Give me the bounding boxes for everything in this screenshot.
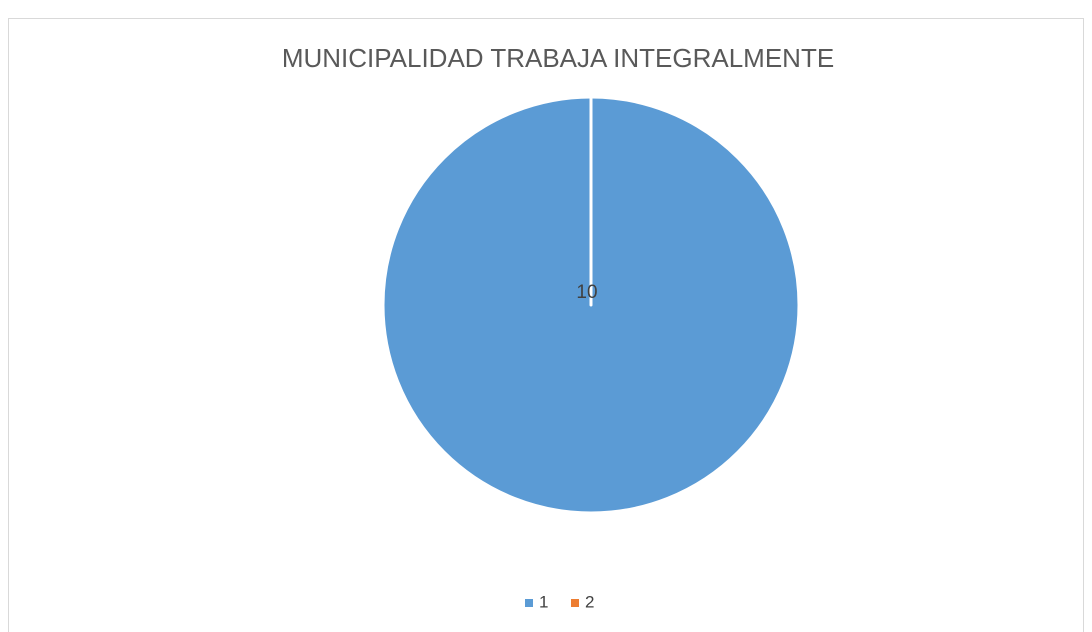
- chart-title: MUNICIPALIDAD TRABAJA INTEGRALMENTE: [282, 43, 834, 73]
- legend-swatch: [525, 599, 533, 607]
- legend-label: 1: [539, 592, 548, 611]
- data-label: 10: [576, 282, 597, 303]
- legend-swatch: [571, 599, 579, 607]
- legend-label: 2: [585, 592, 594, 611]
